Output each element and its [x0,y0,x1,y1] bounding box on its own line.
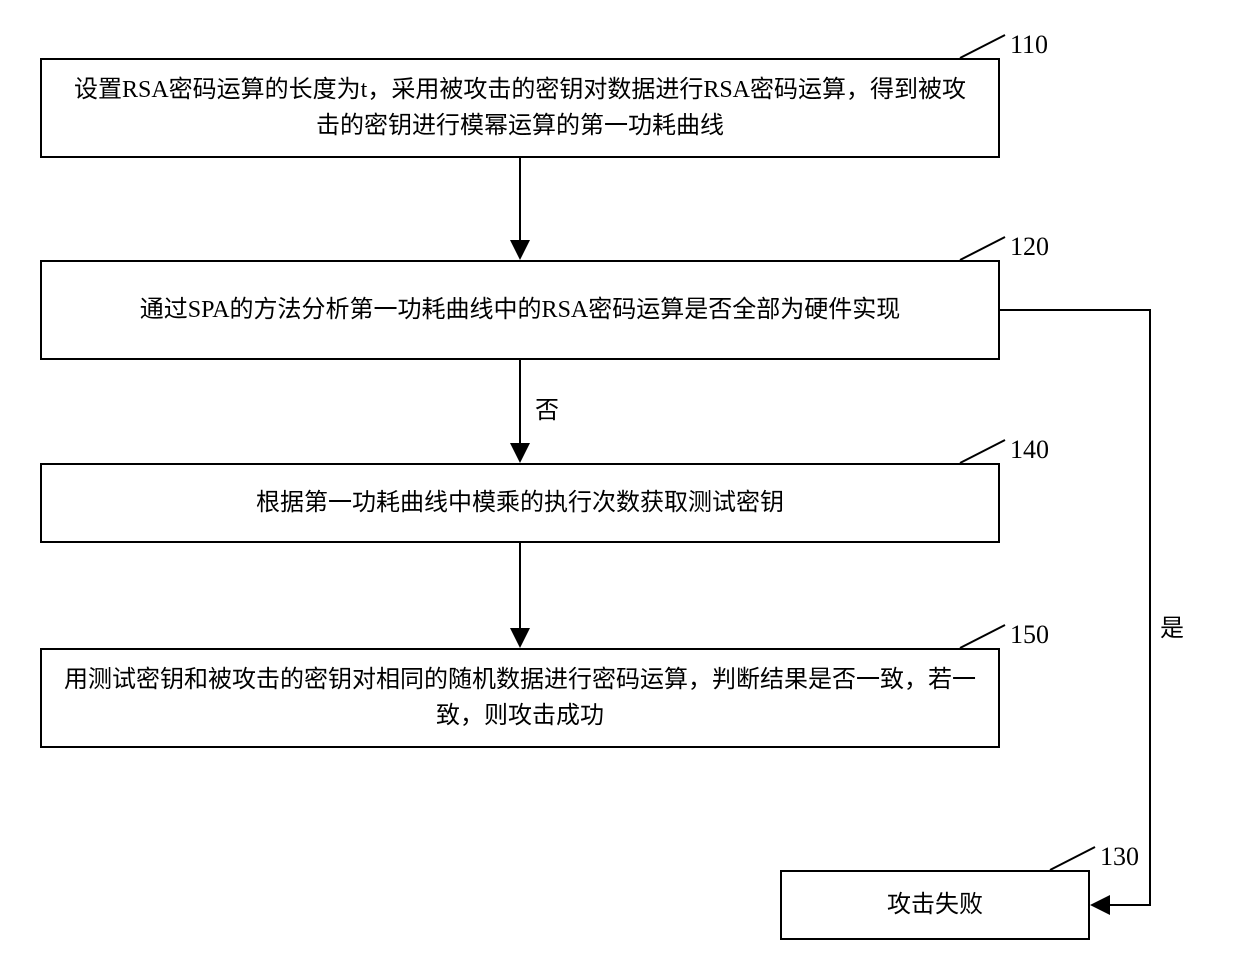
callout-120 [960,237,1005,260]
flowchart-node-120: 通过SPA的方法分析第一功耗曲线中的RSA密码运算是否全部为硬件实现 [40,260,1000,360]
callout-140 [960,440,1005,463]
callout-150 [960,625,1005,648]
node-label-130: 130 [1100,842,1139,872]
callout-110 [960,35,1005,58]
node-text: 用测试密钥和被攻击的密钥对相同的随机数据进行密码运算，判断结果是否一致，若一致，… [62,662,978,734]
node-label-140: 140 [1010,435,1049,465]
edge-120-130 [1000,310,1150,905]
flowchart-node-140: 根据第一功耗曲线中模乘的执行次数获取测试密钥 [40,463,1000,543]
node-text: 根据第一功耗曲线中模乘的执行次数获取测试密钥 [256,485,784,521]
edge-label-yes: 是 [1160,608,1184,643]
node-text: 设置RSA密码运算的长度为t，采用被攻击的密钥对数据进行RSA密码运算，得到被攻… [62,72,978,144]
node-label-110: 110 [1010,30,1048,60]
flowchart-node-110: 设置RSA密码运算的长度为t，采用被攻击的密钥对数据进行RSA密码运算，得到被攻… [40,58,1000,158]
flowchart-node-130: 攻击失败 [780,870,1090,940]
flowchart-node-150: 用测试密钥和被攻击的密钥对相同的随机数据进行密码运算，判断结果是否一致，若一致，… [40,648,1000,748]
node-label-120: 120 [1010,232,1049,262]
node-text: 攻击失败 [887,887,983,923]
edge-label-no: 否 [535,390,559,425]
node-label-150: 150 [1010,620,1049,650]
callout-130 [1050,847,1095,870]
node-text: 通过SPA的方法分析第一功耗曲线中的RSA密码运算是否全部为硬件实现 [140,292,901,328]
